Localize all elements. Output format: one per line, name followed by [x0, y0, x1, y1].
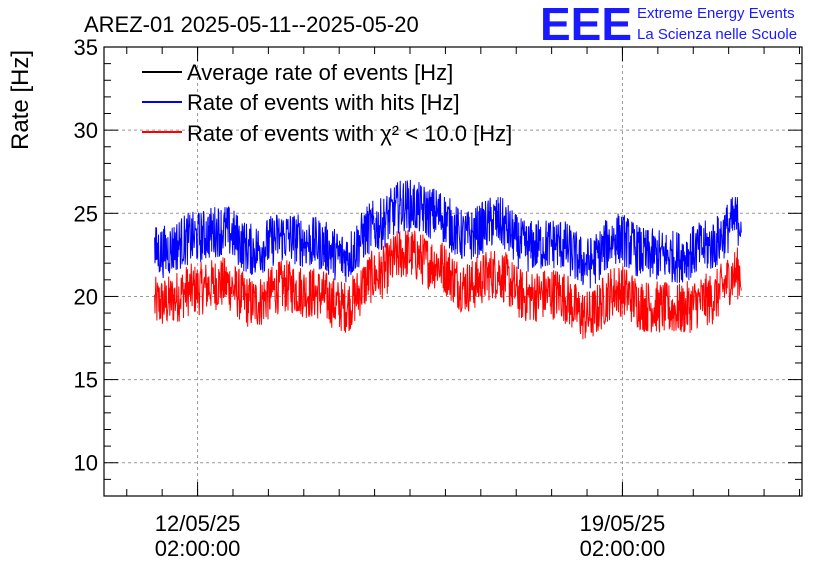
logo-mark: EEE [540, 0, 632, 50]
logo-line-2: La Scienza nelle Scuole [637, 26, 797, 43]
x-tick-label-date: 12/05/25 [155, 511, 241, 536]
legend-label-hits: Rate of events with hits [Hz] [187, 90, 460, 115]
chart-title: AREZ-01 2025-05-11--2025-05-20 [84, 12, 419, 37]
y-tick-label: 35 [74, 35, 98, 60]
y-tick-label: 15 [74, 368, 98, 393]
x-tick-label-date: 19/05/25 [580, 511, 666, 536]
x-tick-label-time: 02:00:00 [580, 536, 666, 561]
y-axis-label: Rate [Hz] [7, 50, 34, 150]
y-tick-label: 10 [74, 451, 98, 476]
logo-line-1: Extreme Energy Events [637, 5, 795, 22]
eee-logo: EEE Extreme Energy Events La Scienza nel… [540, 0, 797, 50]
plot-frame [103, 46, 803, 497]
legend-label-average: Average rate of events [Hz] [187, 60, 453, 85]
axis-ticks [104, 46, 802, 497]
y-tick-label: 30 [74, 118, 98, 143]
y-tick-label: 20 [74, 284, 98, 309]
y-tick-labels: 10 15 20 25 30 35 [74, 35, 98, 476]
series-layer [154, 179, 742, 340]
legend: Average rate of events [Hz] Rate of even… [142, 60, 512, 146]
series-line-1 [154, 179, 742, 289]
series-line-2 [154, 230, 742, 340]
legend-label-chi2: Rate of events with χ² < 10.0 [Hz] [187, 121, 512, 146]
y-tick-label: 25 [74, 201, 98, 226]
x-tick-label-time: 02:00:00 [155, 536, 241, 561]
